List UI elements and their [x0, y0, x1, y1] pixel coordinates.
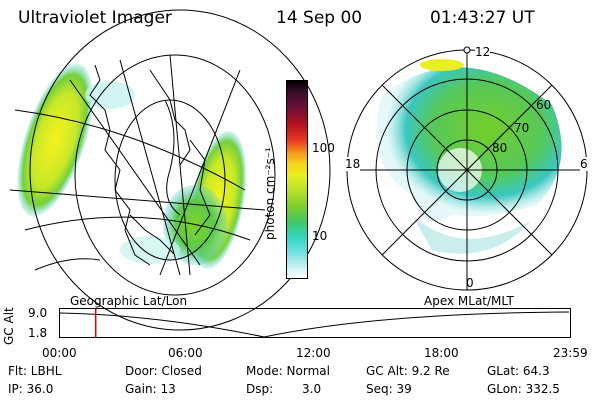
instrument-title: Ultraviolet Imager [18, 8, 172, 28]
gc-alt-axis-label: GC Alt [2, 307, 16, 345]
map-grid [9, 9, 331, 331]
altitude-curve [59, 311, 570, 338]
glat-info: GLat: 64.3 [487, 364, 550, 378]
geographic-image [9, 9, 331, 331]
altitude-timeline [59, 308, 571, 338]
polar-plot [346, 46, 588, 291]
date-label: 14 Sep 00 [276, 8, 363, 28]
time-tick-1: 06:00 [168, 346, 203, 360]
colorbar-tick-10: 10 [312, 229, 328, 243]
ip-info: IP: 36.0 [8, 382, 54, 396]
lat-label-60: 60 [536, 98, 552, 112]
aurora-green-patch [163, 185, 227, 265]
colorbar-tick-100: 100 [312, 141, 335, 155]
aurora-left-band [17, 63, 93, 217]
dsp-label: Dsp: [246, 382, 274, 396]
mlt-label-18: 18 [345, 157, 361, 171]
colorbar-unit-label: photon cm⁻²s⁻¹ [263, 147, 277, 240]
gc-alt-tick-low: 1.8 [28, 326, 48, 340]
door-info: Door: Closed [125, 364, 202, 378]
gain-info: Gain: 13 [125, 382, 176, 396]
mlt-label-12: 12 [475, 45, 491, 59]
seq-info: Seq: 39 [366, 382, 412, 396]
time-tick-3: 18:00 [424, 346, 459, 360]
coastlines [34, 64, 211, 271]
colorbar [286, 80, 308, 279]
mode-info: Mode: Normal [246, 364, 330, 378]
gc-alt-tick-high: 9.0 [28, 306, 48, 320]
right-projection-label: Apex MLat/MLT [424, 294, 514, 308]
mlt-label-0: 0 [466, 276, 474, 290]
lat-label-70: 70 [514, 121, 530, 135]
mlt-label-6: 6 [580, 157, 588, 171]
auroral-oval [376, 67, 562, 222]
lat-label-80: 80 [492, 141, 508, 155]
left-projection-label: Geographic Lat/Lon [70, 294, 188, 308]
time-tick-0: 00:00 [42, 346, 77, 360]
time-tick-4: 23:59 [553, 346, 588, 360]
dsp-value: 3.0 [302, 382, 322, 396]
flt-info: Flt: LBHL [8, 364, 62, 378]
glon-info: GLon: 332.5 [487, 382, 560, 396]
gc-alt-info: GC Alt: 9.2 Re [366, 364, 450, 378]
time-tick-2: 12:00 [296, 346, 331, 360]
time-label: 01:43:27 UT [430, 8, 535, 28]
